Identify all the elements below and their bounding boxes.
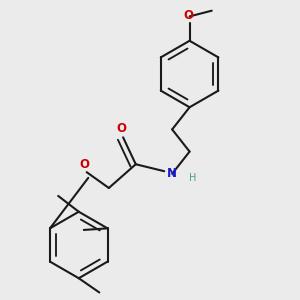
Text: O: O [184,9,194,22]
Text: O: O [116,122,127,135]
Text: H: H [189,172,196,182]
Text: N: N [167,167,177,180]
Text: O: O [79,158,89,171]
